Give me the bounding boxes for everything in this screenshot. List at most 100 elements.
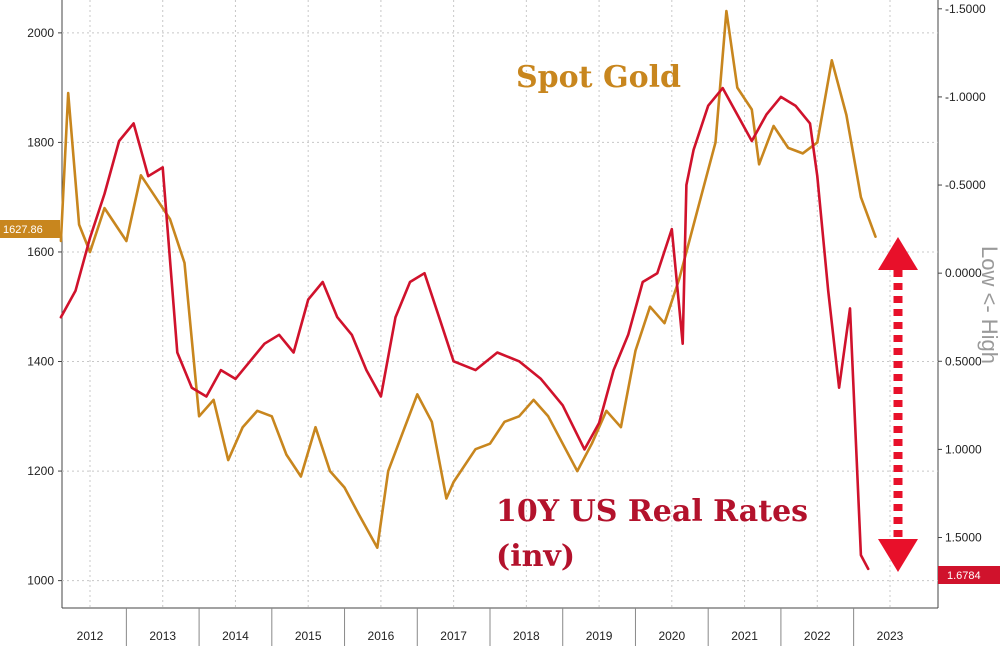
gold-data-point bbox=[60, 240, 62, 242]
right-tick-label: 1.5000 bbox=[945, 531, 982, 545]
grid bbox=[61, 0, 939, 609]
rates-data-point bbox=[827, 289, 829, 292]
rates-data-point bbox=[161, 166, 164, 169]
rates-data-point bbox=[838, 386, 840, 389]
gold-data-point bbox=[736, 86, 739, 89]
right-y-axis: -1.5000 -1.0000 -0.5000 0.0000 0.5000 1.0000 1… bbox=[938, 2, 986, 545]
rates-data-point bbox=[132, 122, 135, 125]
rates-data-point bbox=[598, 422, 600, 424]
rates-data-point bbox=[220, 369, 222, 371]
right-tick-label: 0.5000 bbox=[945, 354, 982, 368]
gold-last-value-badge: 1627.86 bbox=[0, 220, 60, 238]
rates-data-point bbox=[641, 281, 644, 283]
gold-data-point bbox=[874, 235, 877, 238]
left-tick-label: 1200 bbox=[27, 464, 54, 478]
gold-data-point bbox=[154, 196, 157, 198]
gold-data-point bbox=[401, 431, 404, 434]
gold-data-point bbox=[416, 393, 419, 396]
gold-data-point bbox=[751, 108, 753, 111]
gold-data-point bbox=[183, 262, 186, 264]
gold-data-point bbox=[816, 141, 819, 144]
gold-data-point bbox=[285, 453, 288, 456]
rates-data-point bbox=[191, 386, 193, 389]
rates-data-point bbox=[849, 307, 851, 310]
gold-data-point bbox=[329, 470, 331, 472]
rates-data-point bbox=[74, 289, 77, 292]
rates-data-point bbox=[423, 272, 426, 274]
left-tick-label: 1000 bbox=[27, 574, 54, 588]
rates-data-point bbox=[307, 298, 309, 301]
gold-data-point bbox=[198, 415, 200, 418]
gold-data-point bbox=[212, 399, 215, 401]
rates-series-label-line1: 10Y US Real Rates bbox=[496, 494, 808, 529]
gold-data-point bbox=[678, 278, 680, 281]
rates-data-point bbox=[860, 554, 862, 556]
right-tick-label: 0.0000 bbox=[945, 266, 982, 280]
rates-data-point bbox=[496, 351, 499, 354]
gold-data-point bbox=[241, 426, 244, 429]
rates-data-point bbox=[816, 175, 819, 178]
rates-data-point bbox=[351, 334, 353, 336]
rates-data-point bbox=[176, 351, 179, 354]
rates-data-point bbox=[438, 316, 440, 319]
rates-data-point bbox=[867, 568, 869, 570]
rates-data-point bbox=[540, 378, 542, 380]
gold-data-point bbox=[489, 442, 491, 445]
left-tick-label: 1400 bbox=[27, 355, 54, 369]
rates-data-point bbox=[656, 272, 659, 274]
gold-data-point bbox=[358, 514, 360, 516]
arrow-up-icon bbox=[878, 237, 918, 270]
rates-data-point bbox=[474, 369, 477, 371]
gold-data-point bbox=[474, 448, 477, 450]
left-tick-label: 2000 bbox=[27, 26, 54, 40]
left-tick-label: 1600 bbox=[27, 245, 54, 259]
series-lines bbox=[59, 9, 877, 571]
gold-last-value: 1627.86 bbox=[3, 224, 43, 236]
gold-data-point bbox=[376, 546, 379, 549]
gold-data-point bbox=[256, 410, 259, 412]
gold-data-point bbox=[591, 442, 593, 445]
x-tick-label: 2012 bbox=[77, 629, 104, 643]
rates-data-point bbox=[147, 175, 149, 178]
x-tick-label: 2014 bbox=[222, 629, 249, 643]
gold-data-point bbox=[714, 141, 717, 144]
x-tick-label: 2017 bbox=[440, 629, 467, 643]
rates-data-point bbox=[736, 113, 739, 116]
right-tick-label: -0.5000 bbox=[945, 178, 986, 192]
gold-data-point bbox=[860, 196, 862, 198]
rates-data-point bbox=[583, 448, 586, 451]
rates-data-point bbox=[103, 193, 106, 195]
rates-data-point bbox=[780, 96, 782, 98]
rates-data-point bbox=[794, 104, 797, 107]
rates-data-point bbox=[671, 228, 673, 230]
rates-data-point bbox=[612, 369, 615, 371]
x-tick-label: 2023 bbox=[877, 629, 904, 643]
rates-data-point bbox=[692, 148, 695, 151]
right-tick-label: 1.0000 bbox=[945, 442, 982, 456]
gold-data-point bbox=[227, 459, 229, 461]
rates-data-point bbox=[685, 184, 688, 186]
gold-data-point bbox=[831, 59, 833, 62]
right-tick-label: -1.5000 bbox=[945, 2, 986, 16]
gold-data-point bbox=[387, 470, 389, 472]
rates-data-point bbox=[205, 395, 208, 398]
rates-data-point bbox=[234, 378, 237, 380]
gold-data-point bbox=[140, 174, 142, 177]
rates-data-point bbox=[394, 316, 397, 319]
rates-data-point bbox=[249, 360, 251, 363]
rates-data-point bbox=[365, 369, 368, 371]
x-tick-label: 2022 bbox=[804, 629, 831, 643]
gold-data-point bbox=[89, 251, 91, 253]
gold-data-point bbox=[801, 152, 804, 155]
annotations: Spot Gold 10Y US Real Rates (inv) 1627.8… bbox=[0, 60, 1000, 584]
x-tick-label: 2013 bbox=[149, 629, 176, 643]
rates-data-point bbox=[409, 281, 411, 283]
gold-data-point bbox=[452, 481, 455, 483]
rates-data-point bbox=[60, 316, 62, 319]
rates-data-point bbox=[721, 87, 724, 89]
x-tick-label: 2015 bbox=[295, 629, 322, 643]
gold-data-point bbox=[103, 207, 106, 209]
gold-data-point bbox=[561, 442, 564, 445]
x-tick-label: 2021 bbox=[731, 629, 758, 643]
